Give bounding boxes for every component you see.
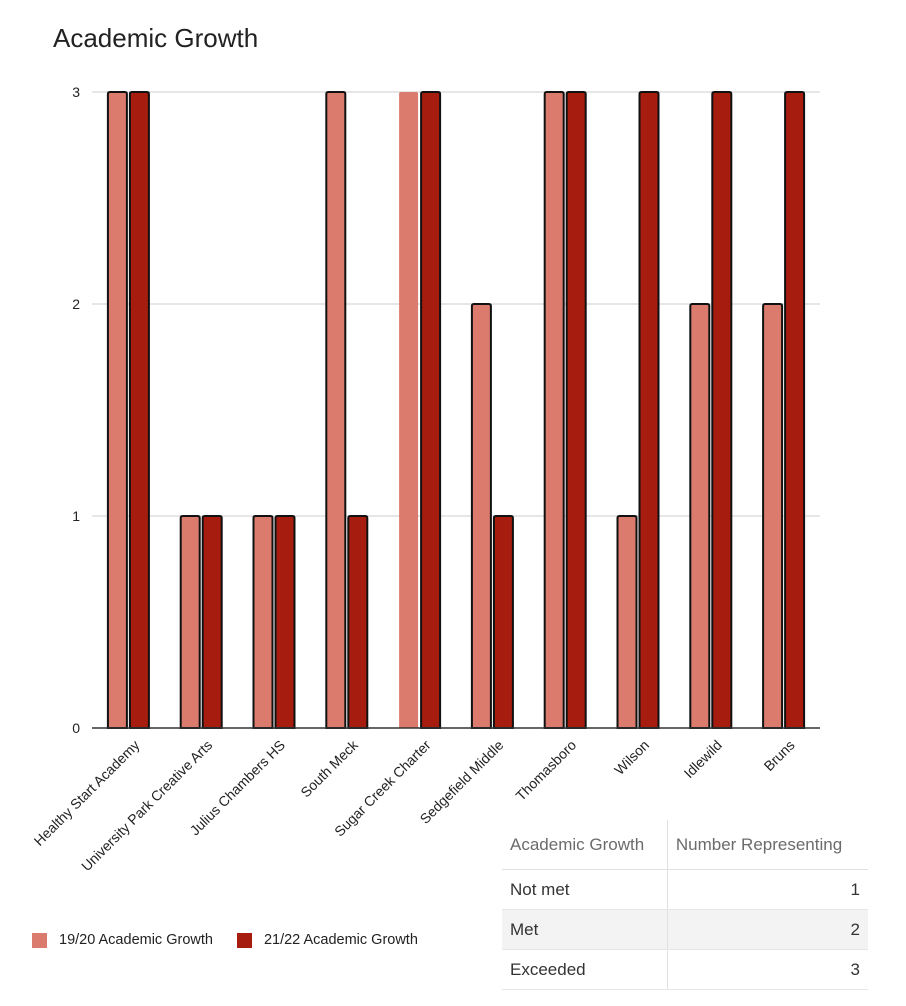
legend-item-21-22[interactable]: 21/22 Academic Growth <box>236 932 418 948</box>
row-label-not-met: Not met <box>502 869 668 910</box>
row-value-not-met: 1 <box>666 869 868 910</box>
bar-21-22-university-park-creative-arts[interactable] <box>201 515 223 729</box>
row-label-exceeded: Exceeded <box>502 949 668 990</box>
bar-19-20-wilson[interactable] <box>616 515 638 729</box>
table-row: Exceeded 3 <box>502 949 868 990</box>
row-value-exceeded: 3 <box>666 949 868 990</box>
legend-label-21-22: 21/22 Academic Growth <box>263 932 418 948</box>
bar-21-22-south-meck[interactable] <box>347 515 369 729</box>
legend-swatch-19-20 <box>32 932 47 948</box>
x-tick-label: South Meck <box>297 736 361 800</box>
header-academic-growth: Academic Growth <box>502 820 668 870</box>
x-tick-label: Wilson <box>611 737 652 778</box>
bar-21-22-julius-chambers-hs[interactable] <box>274 515 296 729</box>
table-row: Not met 1 <box>502 869 868 910</box>
bar-19-20-university-park-creative-arts[interactable] <box>179 515 201 729</box>
row-value-met: 2 <box>666 909 868 950</box>
x-tick-label: Thomasboro <box>512 737 579 804</box>
bars <box>106 91 806 729</box>
x-tick-label: Idlewild <box>681 737 725 781</box>
bar-21-22-thomasboro[interactable] <box>565 91 587 729</box>
academic-growth-key-table: Academic Growth Number Representing Not … <box>502 820 868 990</box>
y-tick-label: 3 <box>72 84 80 100</box>
bar-19-20-healthy-start-academy[interactable] <box>106 91 128 729</box>
legend: 19/20 Academic Growth 21/22 Academic Gro… <box>32 932 442 948</box>
table-header-row: Academic Growth Number Representing <box>502 820 868 870</box>
bar-19-20-julius-chambers-hs[interactable] <box>252 515 274 729</box>
bar-21-22-bruns[interactable] <box>784 91 806 729</box>
y-tick-label: 0 <box>72 720 80 736</box>
bar-19-20-thomasboro[interactable] <box>543 91 565 729</box>
x-tick-label: Bruns <box>761 737 798 774</box>
bar-19-20-bruns[interactable] <box>762 303 784 729</box>
y-tick-label: 2 <box>72 296 80 312</box>
chart-title: Academic Growth <box>53 23 258 53</box>
bar-21-22-sedgefield-middle[interactable] <box>492 515 514 729</box>
legend-swatch-21-22 <box>236 932 252 948</box>
y-tick-label: 1 <box>72 508 80 524</box>
legend-label-19-20: 19/20 Academic Growth <box>59 932 213 948</box>
bar-19-20-idlewild[interactable] <box>689 303 711 729</box>
gridlines <box>92 91 820 517</box>
bar-21-22-wilson[interactable] <box>638 91 660 729</box>
bar-21-22-healthy-start-academy[interactable] <box>128 91 150 729</box>
table-row: Met 2 <box>502 909 868 950</box>
x-tick-label: University Park Creative Arts <box>78 737 215 874</box>
bar-19-20-sugar-creek-charter[interactable] <box>399 92 419 728</box>
legend-item-19-20[interactable]: 19/20 Academic Growth <box>32 932 213 948</box>
header-number-representing: Number Representing <box>666 820 868 870</box>
bar-21-22-sugar-creek-charter[interactable] <box>420 91 442 729</box>
bar-19-20-sedgefield-middle[interactable] <box>470 303 492 729</box>
bar-19-20-south-meck[interactable] <box>325 91 347 729</box>
row-label-met: Met <box>502 909 668 950</box>
bar-21-22-idlewild[interactable] <box>711 91 733 729</box>
